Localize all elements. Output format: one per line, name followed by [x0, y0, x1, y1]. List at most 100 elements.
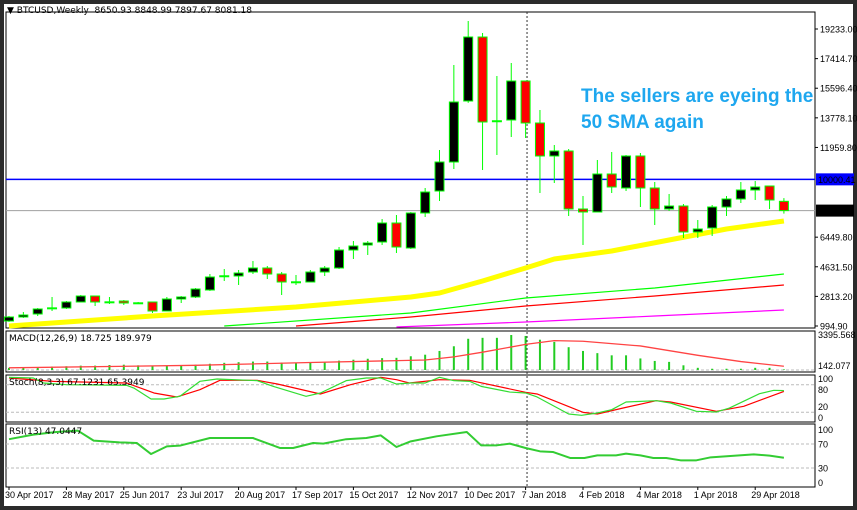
price-level-label: 8081.18 [818, 206, 851, 216]
stoch-tick-label: 0 [818, 413, 823, 423]
candle-bull [377, 222, 388, 243]
x-tick-label: 4 Mar 2018 [636, 490, 682, 500]
candle-bull [735, 189, 746, 200]
candle-bull [506, 80, 517, 121]
x-tick-label: 1 Apr 2018 [694, 490, 738, 500]
annotation-line-1: The sellers are eyeing the [581, 86, 814, 107]
candle-bull [463, 36, 474, 102]
y-tick-label: 11959.80 [820, 143, 857, 153]
candle-bull [721, 198, 732, 208]
candle-bull [692, 228, 703, 233]
candle-bull [47, 307, 58, 310]
x-tick-label: 28 May 2017 [62, 490, 114, 500]
candle-bull [190, 288, 201, 298]
x-tick-label: 20 Aug 2017 [235, 490, 286, 500]
candle-bear [534, 122, 545, 157]
candle-bull [219, 275, 230, 278]
y-tick-label: 15596.40 [820, 84, 857, 94]
candle-bull [491, 120, 502, 123]
x-tick-label: 29 Apr 2018 [751, 490, 800, 500]
candle-bull [448, 101, 459, 163]
y-tick-label: 6449.80 [820, 233, 853, 243]
y-tick-label: 4631.50 [820, 262, 853, 272]
candle-bear [563, 150, 574, 210]
stoch-tick-label: 80 [818, 385, 828, 395]
candle-bull [61, 301, 72, 309]
candle-bull [305, 271, 316, 283]
rsi-panel-frame [5, 423, 816, 488]
candle-bear [678, 205, 689, 233]
x-tick-label: 23 Jul 2017 [177, 490, 224, 500]
candle-bear [133, 302, 144, 305]
rsi-tick-label: 30 [818, 464, 828, 474]
annotation-line-2: 50 SMA again [581, 112, 704, 133]
ohlc-readout: 8650.93 8848.99 7897.67 8081.18 [94, 6, 252, 16]
candle-bull [233, 272, 244, 277]
candle-bull [348, 245, 359, 251]
candle-bear [90, 295, 101, 303]
price-level-tag [816, 173, 854, 186]
x-tick-label: 30 Apr 2017 [5, 490, 54, 500]
candle-bear [477, 36, 488, 123]
macd-panel-frame [5, 330, 816, 373]
candle-bull [621, 155, 632, 189]
y-tick-label: 994.90 [820, 322, 848, 332]
stoch-panel-frame [5, 374, 816, 423]
x-tick-label: 10 Dec 2017 [464, 490, 515, 500]
candle-bull [161, 298, 172, 312]
candle-bear [118, 300, 129, 304]
candle-bull [75, 295, 86, 303]
rsi-tick-label: 0 [818, 478, 823, 488]
candle-bull [362, 242, 373, 246]
price-level-label: 10000.41 [818, 175, 856, 185]
rsi-tick-label: 70 [818, 440, 828, 450]
candle-bear [276, 273, 287, 283]
candle-bull [334, 249, 345, 269]
y-tick-label: 19233.00 [820, 25, 857, 35]
macd-signal-line [8, 339, 784, 369]
candle-bear [764, 185, 775, 201]
candle-bull [18, 314, 29, 318]
x-tick-label: 25 Jun 2017 [120, 490, 170, 500]
macd-title: MACD(12,26,9) 18.725 189.979 [9, 334, 152, 344]
moving-average-line [396, 309, 784, 328]
candle-bear [520, 80, 531, 124]
x-tick-label: 17 Sep 2017 [292, 490, 343, 500]
candle-bull [420, 191, 431, 214]
annotation-text: The sellers are eyeing the 50 SMA again [581, 84, 813, 136]
x-tick-label: 7 Jan 2018 [522, 490, 567, 500]
candle-bull [32, 308, 43, 315]
rsi-line [8, 429, 785, 462]
moving-average-line [224, 273, 784, 327]
candle-bull [664, 205, 675, 210]
candle-bull [204, 276, 215, 291]
candle-bull [750, 186, 761, 191]
candle-bear [262, 267, 273, 275]
macd-tick-label: 3395.568 [818, 330, 856, 340]
candle-bull [434, 161, 445, 192]
x-tick-label: 15 Oct 2017 [349, 490, 398, 500]
moving-average-line [8, 218, 785, 329]
y-tick-label: 2813.20 [820, 292, 853, 302]
stoch-main-line [8, 376, 784, 416]
candle-bull [319, 267, 330, 273]
y-tick-label: 13778.10 [820, 113, 857, 123]
candle-bull [4, 316, 14, 322]
candle-bear [649, 187, 660, 210]
collapse-arrow-icon[interactable]: ▼ [7, 6, 14, 16]
rsi-tick-label: 100 [818, 425, 833, 435]
candle-bear [578, 208, 588, 213]
price-level-tag [816, 204, 854, 217]
candle-bear [147, 301, 158, 312]
candle-bull [176, 296, 187, 300]
candle-bear [606, 173, 617, 188]
candle-bull [405, 212, 416, 249]
candle-bull [707, 206, 718, 229]
stoch-tick-label: 100 [818, 374, 833, 384]
rsi-title: RSI(13) 47.0447 [9, 427, 83, 437]
candle-bear [778, 200, 789, 212]
stoch-tick-label: 20 [818, 402, 828, 412]
stoch-title: Stoch(8,3,3) 67.1231 65.3949 [9, 378, 145, 388]
x-tick-label: 4 Feb 2018 [579, 490, 625, 500]
